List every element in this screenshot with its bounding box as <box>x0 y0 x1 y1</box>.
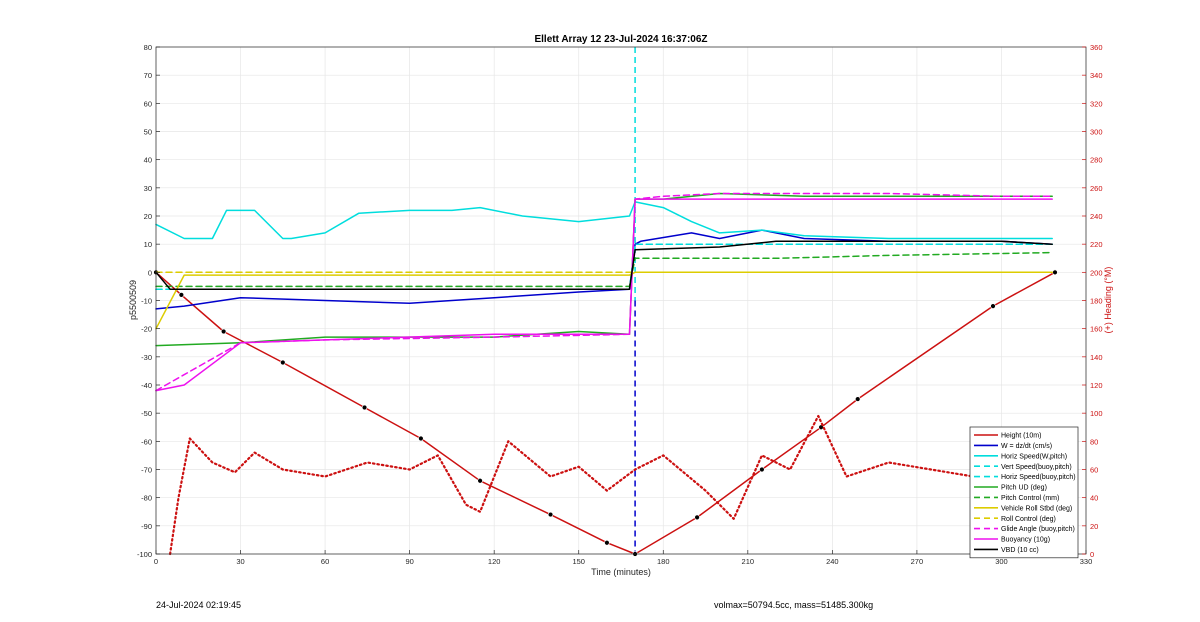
y-axis-label: p5500509 <box>128 280 138 320</box>
y2-tick-label-7: 140 <box>1090 353 1103 362</box>
y-tick-label-0: -100 <box>137 550 152 559</box>
y2-tick-label-6: 120 <box>1090 381 1103 390</box>
y-tick-label-6: -40 <box>141 381 152 390</box>
height-marker-8 <box>604 540 610 546</box>
legend-label-1: W = dz/dt (cm/s) <box>1001 443 1052 450</box>
y2-tick-label-3: 60 <box>1090 466 1098 475</box>
x-tick-label-0: 0 <box>154 557 158 566</box>
y-tick-label-5: -50 <box>141 409 152 418</box>
x-tick-label-2: 60 <box>321 557 329 566</box>
y2-tick-label-11: 220 <box>1090 240 1103 249</box>
height-marker-1 <box>178 292 185 298</box>
height-marker-6 <box>477 478 483 484</box>
y-tick-label-14: 40 <box>144 156 152 165</box>
legend: Height (10m) W = dz/dt (cm/s) Horiz Speed(… <box>969 426 1079 559</box>
series-line-6 <box>155 251 1053 288</box>
series-layer <box>153 192 1058 557</box>
y2-tick-label-14: 280 <box>1090 156 1103 165</box>
y-tick-label-4: -60 <box>141 437 152 446</box>
y-tick-label-2: -80 <box>141 494 152 503</box>
series-line-2 <box>155 201 1053 240</box>
legend-label-11: VBD (10 cc) <box>1001 547 1039 554</box>
y-tick-label-9: -10 <box>141 297 152 306</box>
y2-tick-label-16: 320 <box>1090 99 1103 108</box>
y-tick-label-7: -30 <box>141 353 152 362</box>
legend-label-6: Pitch Control (mm) <box>1001 495 1059 502</box>
legend-label-9: Glide Angle (buoy,pitch) <box>1001 526 1075 533</box>
y2-tick-label-2: 40 <box>1090 494 1098 503</box>
legend-box <box>969 426 1079 559</box>
x-axis-label: Time (minutes) <box>591 567 651 577</box>
legend-label-3: Vert Speed(buoy,pitch) <box>1001 464 1072 471</box>
y2-tick-label-12: 240 <box>1090 212 1103 221</box>
x-tick-label-9: 270 <box>911 557 924 566</box>
legend-label-2: Horiz Speed(W,pitch) <box>1001 453 1067 460</box>
series-line-10 <box>155 198 1053 392</box>
y2-tick-label-15: 300 <box>1090 128 1103 137</box>
y-tick-label-12: 20 <box>144 212 152 221</box>
height-marker-2 <box>220 328 227 335</box>
y2-tick-label-18: 360 <box>1090 43 1103 52</box>
y-tick-label-16: 60 <box>144 99 152 108</box>
legend-label-10: Buoyancy (10g) <box>1001 537 1050 544</box>
y-axis-left: -100-90-80-70-60-50-40-30-20-10010203040… <box>137 43 160 559</box>
height-marker-5 <box>418 435 424 442</box>
footer-mass-info: volmax=50794.5cc, mass=51485.300kg <box>714 600 874 610</box>
y-axis-right: 0 20 40 60 80 100 120 140 160 180 200 220 240 260 280 3… <box>1082 43 1103 559</box>
legend-label-4: Horiz Speed(buoy,pitch) <box>1001 474 1076 481</box>
series-line-0 <box>155 271 1056 555</box>
y2-tick-label-5: 100 <box>1090 409 1103 418</box>
height-marker-7 <box>547 511 554 518</box>
x-tick-label-5: 150 <box>572 557 585 566</box>
x-tick-label-7: 210 <box>742 557 755 566</box>
legend-label-5: Pitch UD (deg) <box>1001 485 1047 492</box>
y2-tick-label-1: 20 <box>1090 522 1098 531</box>
series-line-11 <box>155 240 1053 290</box>
height-marker-11 <box>759 466 765 473</box>
height-marker-14 <box>990 303 996 309</box>
y-tick-label-15: 50 <box>144 128 152 137</box>
y-tick-label-10: 0 <box>148 268 152 277</box>
series-line-1 <box>155 229 1053 310</box>
legend-label-0: Height (10m) <box>1001 433 1041 440</box>
height-marker-4 <box>361 404 368 411</box>
y2-tick-label-9: 180 <box>1090 297 1103 306</box>
y2-tick-label-13: 260 <box>1090 184 1103 193</box>
series-line-9 <box>155 192 1053 392</box>
y-tick-label-3: -70 <box>141 466 152 475</box>
series-line-12 <box>169 414 1054 556</box>
y-tick-label-11: 10 <box>144 240 152 249</box>
y-tick-label-18: 80 <box>144 43 152 52</box>
legend-label-7: Vehicle Roll Stbd (deg) <box>1001 505 1072 512</box>
legend-label-8: Roll Control (deg) <box>1001 516 1056 523</box>
y2-tick-label-8: 160 <box>1090 325 1103 334</box>
height-marker-10 <box>694 514 700 521</box>
x-tick-label-4: 120 <box>488 557 501 566</box>
x-tick-label-10: 300 <box>995 557 1008 566</box>
x-tick-label-1: 30 <box>236 557 244 566</box>
y2-tick-label-17: 340 <box>1090 71 1103 80</box>
x-tick-label-8: 240 <box>826 557 839 566</box>
height-marker-15 <box>1052 269 1058 276</box>
y-tick-label-13: 30 <box>144 184 152 193</box>
height-marker-3 <box>280 359 286 366</box>
y-tick-label-8: -20 <box>141 325 152 334</box>
y2-tick-label-4: 80 <box>1090 437 1098 446</box>
x-axis: 0 30 60 90 120 150 180 210 240 270 300 330 <box>154 550 1092 566</box>
footer-timestamp: 24-Jul-2024 02:19:45 <box>156 600 242 610</box>
x-tick-label-11: 330 <box>1080 557 1093 566</box>
y-tick-label-17: 70 <box>144 71 152 80</box>
x-tick-label-3: 90 <box>405 557 413 566</box>
y-tick-label-1: -90 <box>141 522 152 531</box>
x-tick-label-6: 180 <box>657 557 670 566</box>
chart-title: Ellett Array 12 23-Jul-2024 16:37:06Z <box>534 34 707 45</box>
y2-tick-label-0: 0 <box>1090 550 1094 559</box>
y2-axis-label: (+) Heading (°M) <box>1103 267 1113 334</box>
y2-tick-label-10: 200 <box>1090 268 1103 277</box>
height-marker-13 <box>855 396 861 402</box>
